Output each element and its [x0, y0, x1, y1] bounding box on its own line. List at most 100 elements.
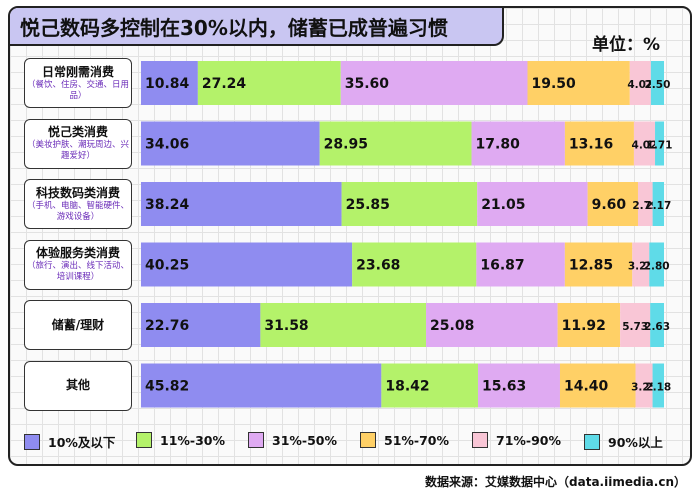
bar-segment — [652, 182, 664, 226]
bar-segment — [649, 242, 664, 287]
bar-segment — [477, 182, 588, 226]
data-label: 21.05 — [481, 197, 525, 213]
bar-segment — [587, 182, 638, 226]
data-label: 35.60 — [345, 76, 390, 92]
data-label: 9.60 — [592, 197, 627, 213]
legend-label: 31%-50% — [272, 432, 338, 448]
legend-item: 51%-70% — [360, 432, 449, 448]
category-label: 日常刚需消费 （餐饮、住房、交通、日用品） — [24, 58, 132, 108]
data-label: 2.63 — [644, 321, 670, 333]
category-subtitle: （手机、电脑、智能硬件、游戏设备） — [26, 200, 129, 222]
bar-segment — [381, 363, 478, 408]
bar-segment — [141, 121, 320, 166]
data-label: 1.71 — [647, 140, 673, 152]
data-label: 14.40 — [564, 379, 609, 395]
legend-swatch — [248, 432, 264, 448]
data-label: 25.08 — [430, 318, 474, 334]
data-label: 2.79 — [632, 200, 658, 212]
category-subtitle: （餐饮、住房、交通、日用品） — [26, 79, 129, 101]
bar-segment — [352, 242, 477, 287]
bar-segment — [650, 61, 664, 105]
legend-item: 10%及以下 — [24, 432, 115, 451]
data-label: 2.17 — [645, 200, 671, 212]
title-banner: 悦己数码多控制在30%以内，储蓄已成普遍习惯 — [10, 8, 504, 46]
data-label: 40.25 — [145, 258, 189, 274]
data-label: 16.87 — [480, 258, 524, 274]
legend-swatch — [472, 432, 488, 448]
data-label: 18.42 — [385, 379, 429, 395]
bar-segment — [527, 61, 630, 105]
bar-segment — [559, 363, 636, 408]
legend-label: 51%-70% — [384, 432, 450, 448]
data-label: 15.63 — [482, 379, 526, 395]
legend-swatch — [360, 432, 376, 448]
legend-swatch — [584, 433, 600, 450]
legend: 10%及以下 11%-30% 31%-50% 51%-70% 71%-90% 90%以上 — [24, 432, 684, 454]
legend-label: 71%-90% — [496, 432, 562, 448]
data-label: 28.95 — [324, 137, 368, 153]
data-label: 11.92 — [562, 318, 606, 334]
data-label: 10.84 — [145, 76, 190, 92]
bar-segment — [564, 121, 634, 166]
legend-label: 90%以上 — [608, 435, 663, 450]
bar-segment — [652, 363, 664, 408]
bar-segment — [655, 121, 664, 166]
bar-segment — [633, 121, 656, 166]
data-label: 2.50 — [644, 79, 670, 91]
category-subtitle: （美妆护肤、潮玩周边、兴趣爱好） — [26, 140, 129, 161]
category-name: 悦己类消费 — [47, 125, 108, 139]
data-label: 5.73 — [622, 321, 648, 333]
data-label: 45.82 — [145, 379, 189, 395]
bar-segment — [141, 61, 198, 105]
bar-segment — [637, 182, 653, 226]
data-label: 31.58 — [264, 318, 308, 334]
data-label: 22.76 — [145, 318, 189, 334]
bar-segment — [141, 363, 382, 408]
data-label: 23.68 — [356, 258, 400, 274]
category-name: 日常刚需消费 — [41, 64, 114, 79]
category-label: 悦己类消费 （美妆护肤、潮玩周边、兴趣爱好） — [24, 118, 132, 169]
legend-item: 90%以上 — [584, 432, 663, 451]
category-label: 科技数码类消费 （手机、电脑、智能硬件、游戏设备） — [24, 179, 132, 229]
data-label: 4.02 — [627, 79, 653, 91]
chart-frame: 悦己数码多控制在30%以内，储蓄已成普遍习惯 单位：% 日常刚需消费 （餐饮、住房… — [8, 6, 692, 466]
data-label: 2.80 — [644, 261, 670, 273]
legend-label: 10%及以下 — [48, 435, 116, 450]
data-label: 2.18 — [645, 382, 671, 394]
legend-swatch — [24, 433, 40, 450]
category-name: 储蓄/理财 — [51, 317, 105, 332]
data-label: 4.02 — [632, 140, 658, 152]
bar-segment — [620, 303, 651, 347]
legend-item: 31%-50% — [248, 432, 337, 448]
data-label: 12.85 — [569, 258, 613, 274]
bar-segment — [319, 121, 472, 166]
category-name: 体验服务类消费 — [35, 246, 120, 260]
legend-swatch — [136, 432, 152, 448]
bar-segment — [197, 61, 341, 105]
data-label: 34.06 — [145, 137, 189, 153]
bar-segment — [471, 121, 565, 166]
bar-segment — [564, 242, 633, 287]
bar-segment — [260, 303, 427, 347]
bar-segment — [141, 303, 261, 347]
bar-segment — [476, 242, 565, 287]
legend-label: 11%-30% — [160, 432, 226, 448]
chart-title: 悦己数码多控制在30%以内，储蓄已成普遍习惯 — [20, 16, 448, 40]
bar-segment — [557, 303, 621, 347]
bar-segment — [141, 242, 353, 287]
data-label: 3.25 — [631, 382, 657, 394]
bar-segment — [341, 182, 478, 226]
data-label: 19.50 — [532, 76, 577, 92]
bar-segment — [426, 303, 558, 347]
data-source: 数据来源：艾媒数据中心（data.iimedia.cn） — [425, 475, 686, 489]
category-label: 体验服务类消费 （旅行、演出、线下活动、培训课程） — [24, 239, 132, 290]
bar-segment — [629, 61, 651, 105]
data-label: 27.24 — [202, 76, 247, 92]
bar-segment — [141, 182, 342, 226]
data-label: 3.25 — [628, 261, 654, 273]
legend-item: 11%-30% — [136, 432, 225, 448]
category-label: 其他 — [24, 360, 132, 411]
bar-segment — [650, 303, 664, 347]
data-label: 13.16 — [569, 137, 613, 153]
